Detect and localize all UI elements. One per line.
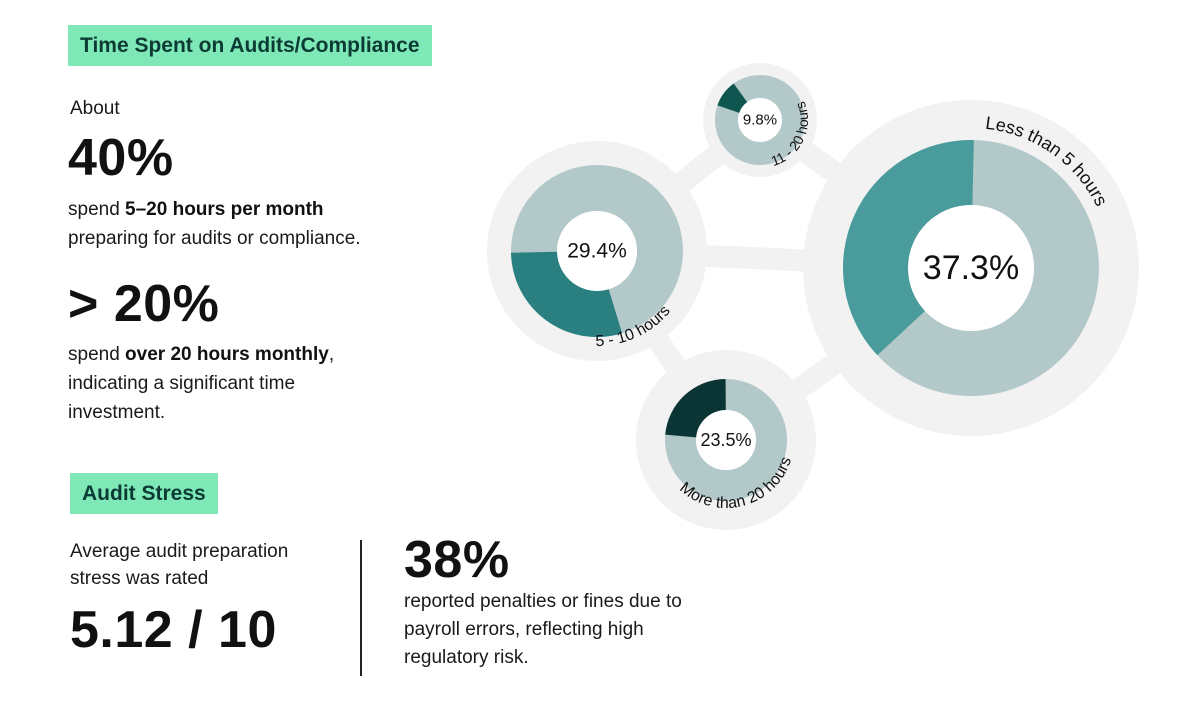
stress-rating-description: Average audit preparation stress was rat… bbox=[70, 538, 288, 592]
stress-rating-line1: Average audit preparation bbox=[70, 541, 289, 562]
stat-over-20-text-post: , bbox=[328, 344, 335, 365]
donut-value-label: 9.8% bbox=[743, 112, 777, 129]
stat-over-20-text-line2: indicating a significant time bbox=[68, 373, 296, 394]
section-tag-stress: Audit Stress bbox=[70, 473, 218, 514]
stat-divider bbox=[360, 540, 362, 676]
penalty-line2: payroll errors, reflecting high bbox=[404, 619, 644, 640]
donut-slice bbox=[665, 379, 726, 438]
donut-3: 9.8%11 - 20 hours bbox=[703, 63, 817, 177]
donut-slice bbox=[717, 83, 748, 113]
stat-40-text-pre: spend bbox=[68, 199, 126, 220]
donut-slice bbox=[511, 251, 623, 338]
penalty-line3: regulatory risk. bbox=[404, 647, 529, 668]
stat-over-20-text-bold: over 20 hours monthly bbox=[125, 344, 329, 365]
penalty-description: reported penalties or fines due to payro… bbox=[404, 588, 682, 672]
donut-hole bbox=[738, 98, 782, 142]
penalty-percent: 38% bbox=[404, 531, 510, 589]
donut-hole bbox=[696, 410, 756, 470]
donut-slice bbox=[843, 139, 974, 356]
donut-hole bbox=[908, 205, 1034, 331]
donut-1: 37.3%Less than 5 hours bbox=[803, 100, 1139, 436]
penalty-line1: reported penalties or fines due to bbox=[404, 591, 682, 612]
donut-4: 23.5%More than 20 hours bbox=[636, 350, 816, 530]
donut-2: 29.4%5 - 10 hours bbox=[487, 141, 707, 361]
stat-40-description: spend 5–20 hours per month preparing for… bbox=[68, 195, 361, 253]
stress-rating-line2: stress was rated bbox=[70, 568, 209, 589]
donut-hole bbox=[557, 211, 637, 291]
stat-40-text-bold: 5–20 hours per month bbox=[125, 199, 324, 220]
stat-over-20-percent: > 20% bbox=[68, 275, 220, 333]
stat-over-20-text-pre: spend bbox=[68, 344, 126, 365]
stat-40-text-line2: preparing for audits or compliance. bbox=[68, 228, 361, 249]
donut-value-label: 37.3% bbox=[923, 249, 1019, 287]
stress-rating-value: 5.12 / 10 bbox=[70, 601, 277, 659]
donut-track bbox=[715, 75, 805, 165]
stat-40-percent: 40% bbox=[68, 129, 174, 187]
stat-over-20-description: spend over 20 hours monthly, indicating … bbox=[68, 340, 334, 427]
donut-track bbox=[665, 379, 787, 501]
section-tag-time: Time Spent on Audits/Compliance bbox=[68, 25, 432, 66]
donut-value-label: 23.5% bbox=[700, 430, 751, 450]
about-label: About bbox=[70, 98, 120, 119]
donut-value-label: 29.4% bbox=[567, 240, 627, 263]
stat-over-20-text-line3: investment. bbox=[68, 402, 166, 423]
